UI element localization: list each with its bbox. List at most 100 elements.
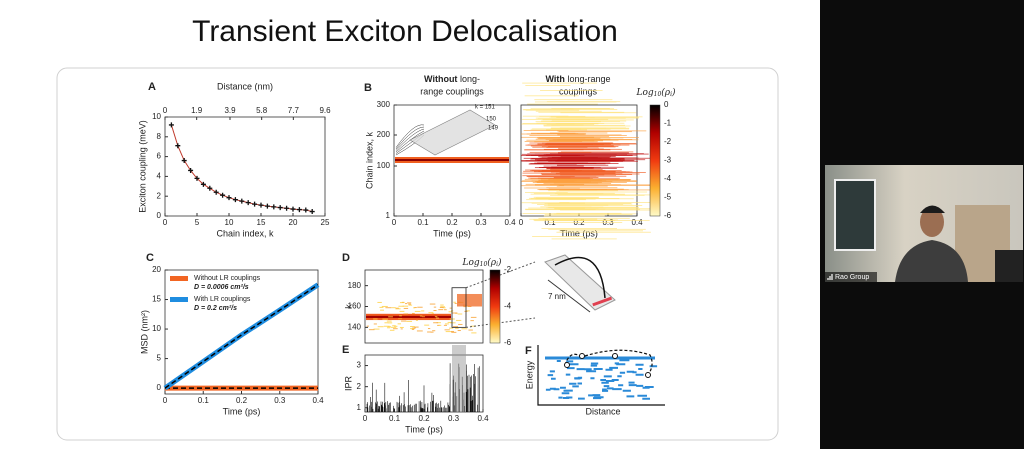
heat-stroke bbox=[528, 207, 585, 209]
legend-swatch bbox=[170, 297, 188, 302]
heat-speck bbox=[377, 301, 382, 303]
heat-stroke bbox=[546, 207, 639, 209]
legend-name: Without LR couplings bbox=[194, 275, 261, 282]
cb-part: ) bbox=[671, 87, 676, 98]
y-tick-label: 200 bbox=[377, 130, 391, 139]
b-title-right-2: couplings bbox=[559, 86, 598, 96]
x2-tick-label: 5.8 bbox=[256, 106, 268, 115]
heat-stroke bbox=[523, 130, 569, 131]
heat-stroke bbox=[548, 228, 646, 230]
heat-stroke bbox=[527, 153, 598, 155]
panel-label: B bbox=[364, 82, 372, 94]
heat-stroke bbox=[540, 178, 585, 180]
heat-speck bbox=[386, 327, 391, 329]
x2-axis-label: Distance (nm) bbox=[217, 81, 273, 91]
colorbar-tick-label: -1 bbox=[664, 119, 672, 128]
heat-speck bbox=[449, 307, 452, 309]
heat-stroke bbox=[532, 236, 584, 237]
coupling-point bbox=[245, 200, 251, 206]
heat-stroke bbox=[551, 124, 626, 126]
heat-stroke bbox=[533, 196, 600, 198]
heat-speck bbox=[416, 330, 423, 332]
heat-stroke bbox=[525, 109, 580, 111]
heat-stroke bbox=[529, 135, 627, 136]
heat-speck bbox=[373, 318, 378, 320]
heat-stroke bbox=[542, 119, 591, 121]
heat-stroke bbox=[556, 130, 647, 132]
heat-stroke bbox=[558, 131, 632, 133]
heat-speck bbox=[419, 315, 423, 317]
heat-speck bbox=[408, 303, 412, 305]
coupling-point bbox=[194, 175, 200, 181]
panel-label: E bbox=[342, 344, 349, 356]
x-tick-label: 15 bbox=[257, 218, 266, 227]
heat-speck bbox=[399, 310, 405, 312]
x-tick-label: 10 bbox=[225, 218, 234, 227]
colorbar-tick-label: -2 bbox=[664, 137, 672, 146]
heat-speck bbox=[398, 318, 403, 320]
heat-speck bbox=[366, 325, 369, 327]
coupling-point bbox=[309, 209, 315, 215]
heat-stroke bbox=[541, 228, 617, 229]
heat-stroke bbox=[560, 174, 605, 176]
x-tick-label: 0.2 bbox=[446, 218, 458, 227]
heat-speck bbox=[414, 326, 419, 328]
heat-stroke bbox=[529, 151, 592, 153]
heat-speck bbox=[389, 329, 395, 331]
y-tick-label: 10 bbox=[152, 112, 161, 121]
x2-tick-label: 1.9 bbox=[191, 106, 203, 115]
heat-stroke bbox=[532, 128, 630, 130]
x-tick-label: 0.2 bbox=[236, 396, 248, 405]
heat-speck bbox=[415, 319, 418, 321]
heat-stroke bbox=[534, 101, 617, 103]
heat-stroke bbox=[546, 168, 594, 170]
x-axis-label: Time (ps) bbox=[560, 228, 598, 238]
hair bbox=[920, 205, 945, 213]
heat-stroke bbox=[546, 146, 588, 148]
heat-stroke bbox=[550, 116, 643, 118]
heat-speck bbox=[448, 311, 453, 313]
heat-stroke bbox=[550, 168, 603, 170]
levels bbox=[545, 357, 658, 400]
y-tick-label: 10 bbox=[152, 324, 161, 333]
heat-stroke bbox=[534, 167, 594, 169]
heat-speck bbox=[465, 310, 470, 312]
heat-speck bbox=[405, 303, 408, 305]
heat-speck bbox=[438, 324, 442, 326]
heat-speck bbox=[403, 313, 409, 315]
heat-stroke bbox=[531, 180, 577, 182]
heat-speck bbox=[470, 316, 477, 318]
heat-stroke bbox=[553, 170, 622, 171]
signal-icon bbox=[827, 274, 833, 280]
heat-stroke bbox=[559, 202, 652, 203]
x-axis-label: Time (ps) bbox=[433, 228, 471, 238]
highlight bbox=[452, 345, 466, 412]
heat-stroke bbox=[546, 129, 588, 131]
heat-stroke bbox=[522, 175, 617, 177]
heat-stroke bbox=[553, 177, 599, 178]
heat-stroke bbox=[554, 193, 604, 195]
heat-speck bbox=[421, 310, 425, 312]
heat-stroke bbox=[525, 169, 576, 171]
heat-speck bbox=[433, 310, 437, 312]
heat-speck bbox=[427, 328, 431, 330]
heat-stroke bbox=[557, 152, 629, 154]
colorbar-tick-label: 0 bbox=[664, 100, 669, 109]
heat-stroke bbox=[559, 135, 610, 137]
heat-stroke bbox=[540, 173, 640, 175]
y-tick-label: 160 bbox=[348, 302, 362, 311]
x-tick-label: 25 bbox=[321, 218, 330, 227]
heat-stroke bbox=[534, 99, 613, 101]
heat-speck bbox=[383, 325, 390, 327]
heat-stroke bbox=[549, 177, 620, 179]
legend-name: With LR couplings bbox=[194, 296, 251, 303]
heat-stroke bbox=[559, 189, 652, 191]
heat-speck bbox=[414, 310, 421, 312]
heat-stroke bbox=[557, 134, 622, 136]
heat-stroke bbox=[542, 142, 610, 144]
panel-label: F bbox=[525, 345, 532, 357]
band-core bbox=[366, 315, 451, 318]
heat-speck bbox=[429, 303, 436, 305]
heat-speck bbox=[436, 317, 440, 319]
heat-speck bbox=[433, 306, 437, 308]
